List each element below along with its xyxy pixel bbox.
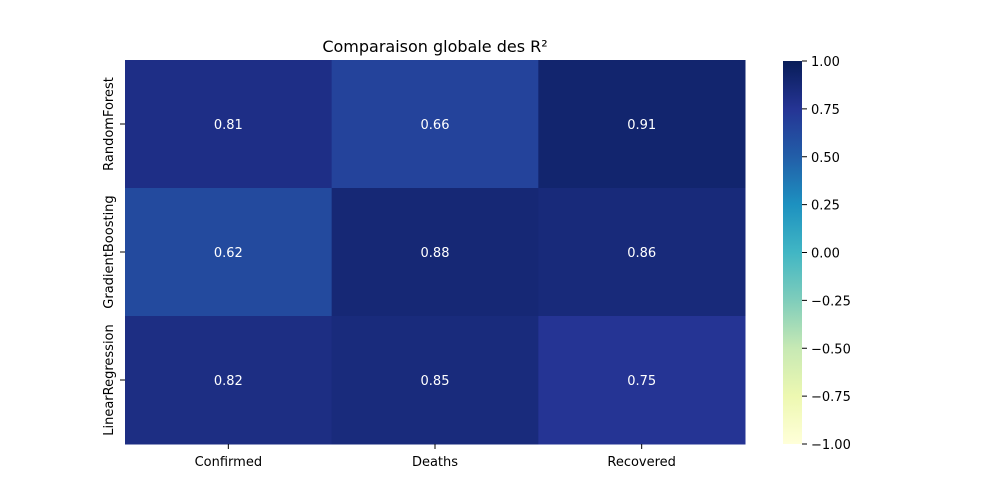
colorbar-tick-label-4: 0.00 [811, 247, 840, 262]
x-tick-label-1: Deaths [412, 455, 458, 470]
heatmap-cell-labels: 0.81 0.66 0.91 0.62 0.88 0.86 0.82 0.85 0.75 [214, 118, 656, 389]
colorbar-tick-label-6: −0.50 [811, 342, 851, 357]
heatmap-cell-0-2 [538, 60, 746, 189]
cell-value-label-1-1: 0.88 [421, 246, 450, 261]
colorbar-tick-label-0: 1.00 [811, 55, 840, 70]
heatmap-cell-0-0 [125, 60, 333, 189]
colorbar-tick-label-1: 0.75 [811, 103, 840, 118]
y-tick-label-0: RandomForest [102, 77, 117, 171]
cell-value-label-2-1: 0.85 [421, 374, 450, 389]
y-tick-label-1: GradientBoosting [102, 195, 117, 308]
cell-value-label-2-0: 0.82 [214, 374, 243, 389]
heatmap-cell-1-1 [331, 188, 539, 317]
x-axis: Confirmed Deaths Recovered [195, 444, 676, 470]
cell-value-label-0-0: 0.81 [214, 118, 243, 133]
colorbar-gradient [783, 61, 802, 444]
x-tick-label-2: Recovered [607, 455, 676, 470]
cell-value-label-0-2: 0.91 [627, 118, 656, 133]
x-tick-label-0: Confirmed [195, 455, 263, 470]
colorbar-tick-label-7: −0.75 [811, 390, 851, 405]
chart-title: Comparaison globale des R² [322, 37, 547, 56]
cell-value-label-0-1: 0.66 [421, 118, 450, 133]
heatmap-cell-1-2 [538, 188, 746, 317]
heatmap-cells [125, 60, 746, 445]
cell-value-label-1-0: 0.62 [214, 246, 243, 261]
heatmap-cell-2-1 [331, 316, 539, 445]
cell-value-label-2-2: 0.75 [627, 374, 656, 389]
colorbar-tick-label-8: −1.00 [811, 438, 851, 453]
heatmap-cell-2-2 [538, 316, 746, 445]
heatmap-cell-0-1 [331, 60, 539, 189]
colorbar-tick-label-3: 0.25 [811, 199, 840, 214]
heatmap-cell-2-0 [125, 316, 333, 445]
colorbar-tick-label-2: 0.50 [811, 151, 840, 166]
y-tick-label-2: LinearRegression [102, 324, 117, 436]
colorbar-tick-label-5: −0.25 [811, 294, 851, 309]
cell-value-label-1-2: 0.86 [627, 246, 656, 261]
y-axis: RandomForest GradientBoosting LinearRegres… [102, 77, 125, 436]
colorbar: 1.00 0.75 0.50 0.25 0.00 −0.25 −0.50 −0.75 −1.00 [783, 55, 851, 453]
heatmap-cell-1-0 [125, 188, 333, 317]
